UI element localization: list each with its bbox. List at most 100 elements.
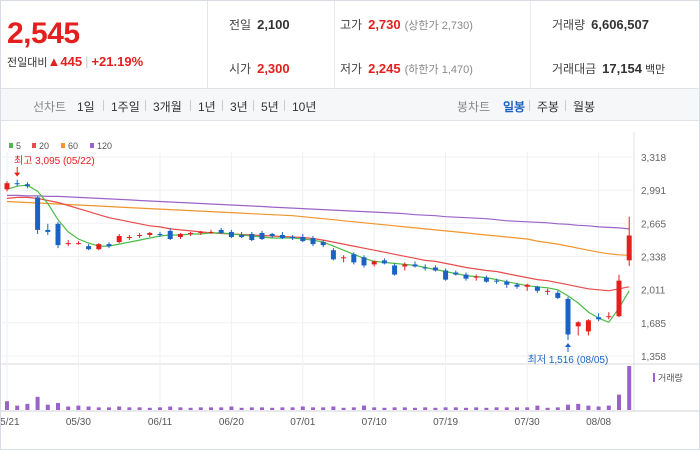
volume-bar <box>76 405 81 410</box>
period-3y[interactable]: 3년 <box>230 100 248 114</box>
volume-bar <box>239 407 244 410</box>
candle-chart-label: 봉차트 <box>457 100 491 114</box>
period-1y[interactable]: 1년 <box>198 100 216 114</box>
volume-legend-swatch <box>653 373 655 382</box>
candle-body <box>381 260 387 264</box>
legend-label: 120 <box>97 141 112 151</box>
candle-body <box>86 246 92 250</box>
volume-bar <box>586 405 591 410</box>
volume-bar <box>413 407 417 410</box>
period-10y[interactable]: 10년 <box>292 100 317 114</box>
prev-close-label: 전일 <box>229 18 252 32</box>
x-tick-label: 06/20 <box>219 417 244 428</box>
volume-value: 6,606,507 <box>591 17 649 32</box>
candle-body <box>555 292 561 298</box>
volume-bar <box>35 396 40 410</box>
period-divider <box>103 100 104 111</box>
volume-bar <box>443 407 448 410</box>
x-tick-label: 07/19 <box>433 417 458 428</box>
period-1w[interactable]: 1주일 <box>111 100 140 114</box>
volume-bar <box>290 407 295 410</box>
volume-bar <box>545 407 550 410</box>
candlestick-chart: 3,318 2,991 2,665 2,338 2,011 1,685 1,358 5 20 60… <box>1 132 699 428</box>
x-tick-label: 05/21 <box>1 417 20 428</box>
candle-body <box>279 234 285 239</box>
volume-bar <box>515 407 519 410</box>
candle-body <box>320 242 326 246</box>
y-tick-label: 2,338 <box>641 253 666 264</box>
trade-amount: 거래대금 17,154 백만 <box>552 60 665 78</box>
volume-bar <box>168 406 173 410</box>
y-tick-label: 3,318 <box>641 153 666 164</box>
period-3m[interactable]: 3개월 <box>153 100 182 114</box>
volume-bar <box>464 407 468 410</box>
volume-bar <box>311 407 315 410</box>
candle-body <box>137 234 143 236</box>
volume-bar <box>219 407 224 410</box>
candle-body <box>463 274 469 279</box>
volume-bar <box>555 407 560 410</box>
period-divider <box>284 100 285 111</box>
volume-legend-label: 거래량 <box>658 372 683 383</box>
volume-bar <box>453 407 458 410</box>
volume-bar <box>5 401 9 410</box>
up-triangle-icon: ▲ <box>47 54 61 69</box>
low-value: 2,245 <box>368 61 401 76</box>
candle-monthly[interactable]: 월봉 <box>573 100 596 114</box>
volume-bar <box>331 406 336 410</box>
volume-bar <box>158 407 162 410</box>
volume-bar <box>525 407 530 410</box>
current-price-box: 2,545 전일대비▲445 | +21.19% <box>1 1 208 89</box>
open-price: 시가 2,300 <box>229 60 290 78</box>
candle-daily[interactable]: 일봉 <box>503 100 526 114</box>
candle-body <box>24 184 30 187</box>
y-tick-label: 2,011 <box>641 286 666 297</box>
candle-body <box>422 267 428 269</box>
candle-body <box>534 286 540 291</box>
candle-body <box>259 232 265 240</box>
volume-bar <box>229 406 234 410</box>
candle-body <box>585 320 591 332</box>
candle-body <box>596 317 602 320</box>
period-divider <box>145 100 146 111</box>
candle-body <box>249 233 255 241</box>
candle-body <box>96 244 102 250</box>
candle-body <box>167 230 173 240</box>
candle-body <box>341 257 347 259</box>
candle-body <box>626 235 632 261</box>
candle-body <box>147 232 153 235</box>
ma20-line <box>6 196 630 292</box>
candle-body <box>4 183 10 190</box>
legend-label: 60 <box>68 141 78 151</box>
volume-bar <box>617 394 621 410</box>
volume-bar <box>321 407 326 410</box>
stat-divider <box>334 1 335 89</box>
candle-body <box>443 270 449 280</box>
candle-body <box>432 267 438 271</box>
change-rate: +21.19% <box>91 54 144 69</box>
x-tick-label: 07/10 <box>362 417 387 428</box>
candle-body <box>208 231 214 233</box>
candle-body <box>575 322 581 327</box>
period-5y[interactable]: 5년 <box>261 100 279 114</box>
upper-limit: (상한가 2,730) <box>404 20 473 32</box>
candle-body <box>55 223 61 246</box>
candle-weekly[interactable]: 주봉 <box>537 100 560 114</box>
candle-body <box>361 257 367 266</box>
candle-body <box>453 272 459 275</box>
period-divider <box>190 100 191 111</box>
volume-bar <box>56 402 60 410</box>
lower-limit: (하한가 1,470) <box>404 64 473 76</box>
candle-body <box>412 264 418 267</box>
volume-bar <box>209 407 213 410</box>
volume-bar <box>300 406 305 410</box>
volume-bar <box>107 407 111 410</box>
volume-bar <box>178 407 183 410</box>
open-value: 2,300 <box>257 61 290 76</box>
open-label: 시가 <box>229 62 252 76</box>
volume-bar <box>494 407 499 410</box>
period-1d[interactable]: 1일 <box>77 100 95 114</box>
low-arrow-head <box>565 342 571 347</box>
volume-bar <box>249 407 254 410</box>
